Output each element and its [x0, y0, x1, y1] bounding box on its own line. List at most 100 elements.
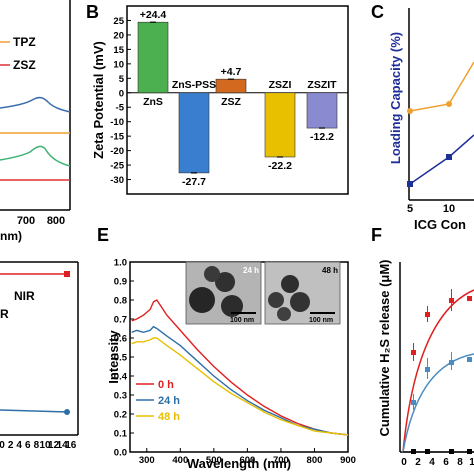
nanoparticle — [281, 275, 299, 293]
panel-c-fragment: C Loading Capacity (%) 5 10 ICG Con — [371, 2, 474, 232]
y-tick-label: -30 — [110, 175, 124, 186]
panel-f-title: F — [371, 225, 382, 245]
x-tick-label: 400 — [172, 455, 188, 466]
x-tick-label: 0 — [401, 457, 407, 468]
panel-c-y-label: Loading Capacity (%) — [388, 32, 403, 164]
x-tick-label: 2 — [8, 440, 14, 451]
panel-f-fragment: F Cumulative H₂S release (μM) — [371, 225, 474, 468]
y-tick-label: 0.3 — [114, 391, 127, 402]
nanoparticle — [215, 272, 235, 292]
panel-f-red-fit — [402, 289, 474, 453]
nanoparticle — [277, 307, 291, 321]
legend-label: 0 h — [158, 379, 174, 391]
x-tick-label: 900 — [340, 455, 356, 466]
y-tick-label: 0.6 — [114, 334, 127, 345]
panel-e-title: E — [97, 225, 109, 245]
y-tick-label: -25 — [110, 161, 124, 172]
plot-frame — [126, 5, 349, 195]
data-marker — [449, 449, 454, 454]
data-marker — [411, 449, 416, 454]
x-tick-label: 700 — [273, 455, 289, 466]
y-tick-label: 0.9 — [114, 277, 127, 288]
panel-b-title: B — [86, 2, 99, 22]
legend-label: 48 h — [158, 411, 180, 423]
y-tick-label: 0.1 — [114, 429, 128, 440]
panel-f-red-markers — [411, 289, 472, 361]
y-tick-label: 0.5 — [114, 353, 128, 364]
x-tick-label: 8 — [34, 440, 40, 451]
panel-f-y-label: Cumulative H₂S release (μM) — [377, 259, 392, 436]
panel-c-orange-marker — [407, 108, 413, 114]
panel-d-red-marker — [64, 271, 70, 277]
panel-a-green-curve — [0, 145, 71, 167]
nanoparticle — [189, 287, 215, 313]
panel-c-tick-5: 5 — [407, 203, 413, 215]
panel-c-x-label-fragment: ICG Con — [414, 217, 466, 232]
y-axis-label: Zeta Potential (mV) — [91, 41, 106, 159]
panel-c-navy-marker — [407, 181, 413, 187]
bar-zszit — [306, 92, 338, 129]
data-marker — [467, 357, 472, 362]
y-tick-label: 0.7 — [114, 315, 127, 326]
nanoparticle — [290, 292, 310, 312]
scale-label-24h: 100 nm — [230, 317, 254, 324]
x-tick-label: 6 — [443, 457, 449, 468]
y-axis-label: Intensity — [106, 330, 121, 384]
x-tick-label: 16 — [65, 440, 77, 451]
y-tick-label: 15 — [113, 45, 124, 56]
panel-a-tick-800: 800 — [47, 215, 65, 227]
panel-f-blue-markers — [411, 352, 472, 410]
panel-c-title: C — [371, 2, 384, 22]
panel-b: B 25 20 15 10 5 0 -5 -10 -15 -20 -25 -30 Zeta Potent… — [86, 2, 349, 195]
legend-label-tpz: TPZ — [13, 35, 36, 49]
y-tick-label: 25 — [113, 16, 124, 27]
x-tick-label: 600 — [239, 455, 255, 466]
y-tick-label: -10 — [110, 117, 124, 128]
data-marker — [425, 449, 430, 454]
bar-category-label: ZSZI — [269, 79, 292, 91]
bar-zsz — [215, 78, 247, 94]
bar-category-label: ZnS — [143, 96, 163, 108]
panel-a-axis-label-fragment: nm) — [0, 229, 22, 243]
bar-category-label: ZSZIT — [307, 79, 337, 91]
x-tick-label: 14 — [57, 440, 69, 451]
y-tick-label: 0.0 — [114, 448, 127, 459]
tem-inset: 24 h 100 nm 48 h 100 nm — [185, 261, 341, 325]
panel-a-fragment: TPZ ZSZ 700 800 nm) — [0, 0, 71, 243]
x-tick-label: 12 — [48, 440, 60, 451]
x-tick-label: 0 — [0, 440, 5, 451]
panel-d-text-nir: NIR — [14, 289, 35, 303]
series-line-48h — [131, 337, 349, 436]
nanoparticle — [268, 292, 284, 308]
bar-value-label: -12.2 — [310, 131, 334, 143]
y-tick-label: 0.8 — [114, 296, 127, 307]
inset-label-24h: 24 h — [243, 266, 259, 275]
y-tick-label: 5 — [119, 74, 125, 85]
panel-c-tick-10: 10 — [443, 203, 455, 215]
bar-zszi — [264, 92, 296, 158]
scale-label-48h: 100 nm — [309, 317, 333, 324]
legend-label: 24 h — [158, 395, 180, 407]
panel-f-blue-fit — [402, 353, 474, 453]
y-tick-label: -20 — [110, 146, 124, 157]
panel-d-text-r: R — [0, 307, 9, 321]
panel-a-blue-curve — [0, 96, 71, 113]
bar-value-label: -27.7 — [182, 176, 206, 188]
x-tick-label: 8 — [457, 457, 463, 468]
panel-d-blue-marker — [64, 409, 70, 415]
y-tick-label: 20 — [113, 30, 124, 41]
bar-category-label: ZnS-PSS — [172, 79, 216, 91]
y-tick-label: 0.4 — [114, 372, 128, 383]
bar-category-label: ZSZ — [221, 96, 241, 108]
zeta-bar-chart: 25 20 15 10 5 0 -5 -10 -15 -20 -25 -30 Zeta Potentia… — [91, 5, 349, 195]
x-tick-label: 10 — [39, 440, 51, 451]
bar-value-label: -22.2 — [268, 160, 292, 172]
x-tick-label: 1 — [469, 457, 474, 468]
data-marker — [467, 449, 472, 454]
nanoparticle — [221, 295, 243, 317]
x-tick-label: 300 — [139, 455, 155, 466]
x-tick-label: 4 — [429, 457, 435, 468]
